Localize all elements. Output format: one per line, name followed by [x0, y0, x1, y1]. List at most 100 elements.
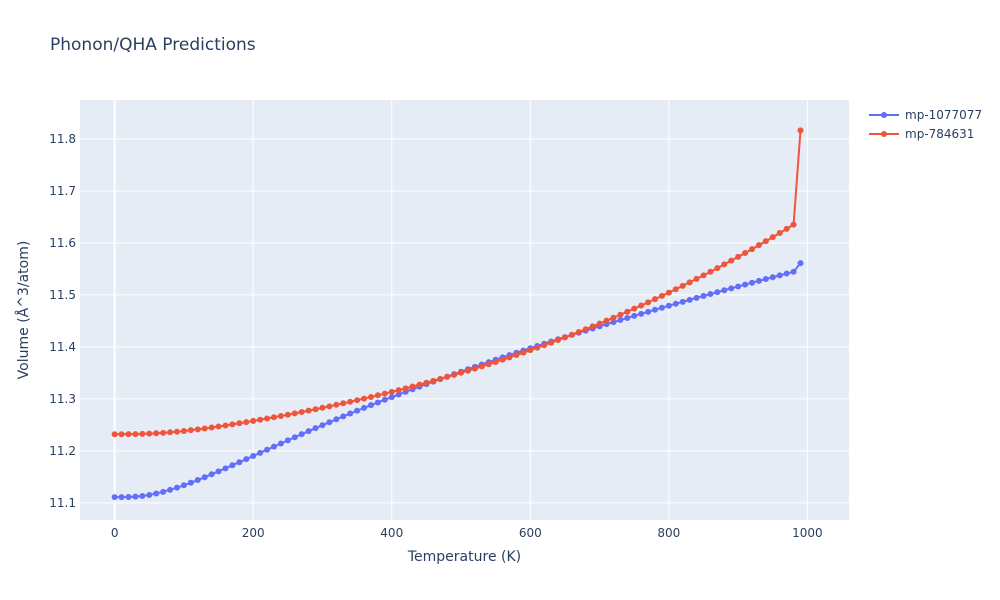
data-point[interactable]	[735, 253, 742, 260]
data-point[interactable]	[652, 296, 659, 303]
data-point[interactable]	[326, 419, 333, 426]
data-point[interactable]	[139, 430, 146, 437]
data-point[interactable]	[388, 388, 395, 395]
data-point[interactable]	[167, 429, 174, 436]
data-point[interactable]	[215, 423, 222, 430]
data-point[interactable]	[721, 287, 728, 294]
data-point[interactable]	[367, 393, 374, 400]
data-point[interactable]	[582, 326, 589, 333]
data-point[interactable]	[714, 265, 721, 272]
data-point[interactable]	[367, 402, 374, 409]
data-point[interactable]	[679, 298, 686, 305]
data-point[interactable]	[257, 449, 264, 456]
data-point[interactable]	[700, 272, 707, 279]
data-point[interactable]	[707, 268, 714, 275]
legend-item[interactable]: mp-784631	[869, 127, 974, 141]
data-point[interactable]	[340, 413, 347, 420]
data-point[interactable]	[180, 482, 187, 489]
data-point[interactable]	[305, 407, 312, 414]
data-point[interactable]	[236, 459, 243, 466]
data-point[interactable]	[160, 429, 167, 436]
data-point[interactable]	[665, 289, 672, 296]
data-point[interactable]	[783, 270, 790, 277]
data-point[interactable]	[645, 299, 652, 306]
data-point[interactable]	[769, 234, 776, 241]
data-point[interactable]	[513, 352, 520, 359]
data-point[interactable]	[693, 294, 700, 301]
data-point[interactable]	[361, 404, 368, 411]
data-point[interactable]	[478, 363, 485, 370]
data-point[interactable]	[298, 431, 305, 438]
data-point[interactable]	[749, 246, 756, 253]
data-point[interactable]	[631, 305, 638, 312]
data-point[interactable]	[409, 383, 416, 390]
data-point[interactable]	[264, 446, 271, 453]
data-point[interactable]	[714, 289, 721, 296]
data-point[interactable]	[686, 279, 693, 286]
data-point[interactable]	[201, 425, 208, 432]
data-point[interactable]	[277, 412, 284, 419]
data-point[interactable]	[471, 365, 478, 372]
data-point[interactable]	[797, 127, 804, 134]
data-point[interactable]	[548, 339, 555, 346]
data-point[interactable]	[672, 300, 679, 307]
data-point[interactable]	[381, 396, 388, 403]
data-point[interactable]	[222, 422, 229, 429]
data-point[interactable]	[707, 291, 714, 298]
data-point[interactable]	[118, 494, 125, 501]
data-point[interactable]	[388, 394, 395, 401]
data-point[interactable]	[277, 440, 284, 447]
data-point[interactable]	[312, 425, 319, 432]
data-point[interactable]	[527, 347, 534, 354]
data-point[interactable]	[180, 427, 187, 434]
data-point[interactable]	[333, 401, 340, 408]
data-point[interactable]	[125, 494, 132, 501]
data-point[interactable]	[610, 314, 617, 321]
data-point[interactable]	[423, 379, 430, 386]
data-point[interactable]	[596, 320, 603, 327]
data-point[interactable]	[257, 416, 264, 423]
data-point[interactable]	[354, 397, 361, 404]
data-point[interactable]	[769, 274, 776, 281]
data-point[interactable]	[790, 221, 797, 228]
data-point[interactable]	[700, 292, 707, 299]
data-point[interactable]	[326, 403, 333, 410]
data-point[interactable]	[173, 428, 180, 435]
data-point[interactable]	[762, 238, 769, 245]
data-point[interactable]	[139, 492, 146, 499]
data-point[interactable]	[534, 344, 541, 351]
data-point[interactable]	[340, 400, 347, 407]
data-point[interactable]	[305, 428, 312, 435]
data-point[interactable]	[783, 225, 790, 232]
data-point[interactable]	[693, 275, 700, 282]
data-point[interactable]	[347, 410, 354, 417]
data-point[interactable]	[333, 416, 340, 423]
legend[interactable]: mp-1077077 mp-784631	[869, 108, 982, 141]
data-point[interactable]	[430, 377, 437, 384]
data-point[interactable]	[201, 474, 208, 481]
legend-item[interactable]: mp-1077077	[869, 108, 982, 122]
data-point[interactable]	[167, 486, 174, 493]
data-point[interactable]	[485, 361, 492, 368]
data-point[interactable]	[146, 430, 153, 437]
data-point[interactable]	[437, 375, 444, 382]
data-point[interactable]	[555, 337, 562, 344]
data-point[interactable]	[762, 276, 769, 283]
data-point[interactable]	[236, 420, 243, 427]
data-point[interactable]	[728, 285, 735, 292]
data-point[interactable]	[153, 490, 160, 497]
data-point[interactable]	[755, 242, 762, 249]
data-point[interactable]	[541, 342, 548, 349]
data-point[interactable]	[638, 310, 645, 317]
data-point[interactable]	[520, 349, 527, 356]
data-point[interactable]	[153, 430, 160, 437]
data-point[interactable]	[658, 304, 665, 311]
data-point[interactable]	[672, 286, 679, 293]
data-point[interactable]	[354, 407, 361, 414]
data-point[interactable]	[111, 431, 118, 438]
data-point[interactable]	[686, 296, 693, 303]
data-point[interactable]	[458, 369, 465, 376]
data-point[interactable]	[146, 491, 153, 498]
data-point[interactable]	[499, 356, 506, 363]
data-point[interactable]	[284, 411, 291, 418]
